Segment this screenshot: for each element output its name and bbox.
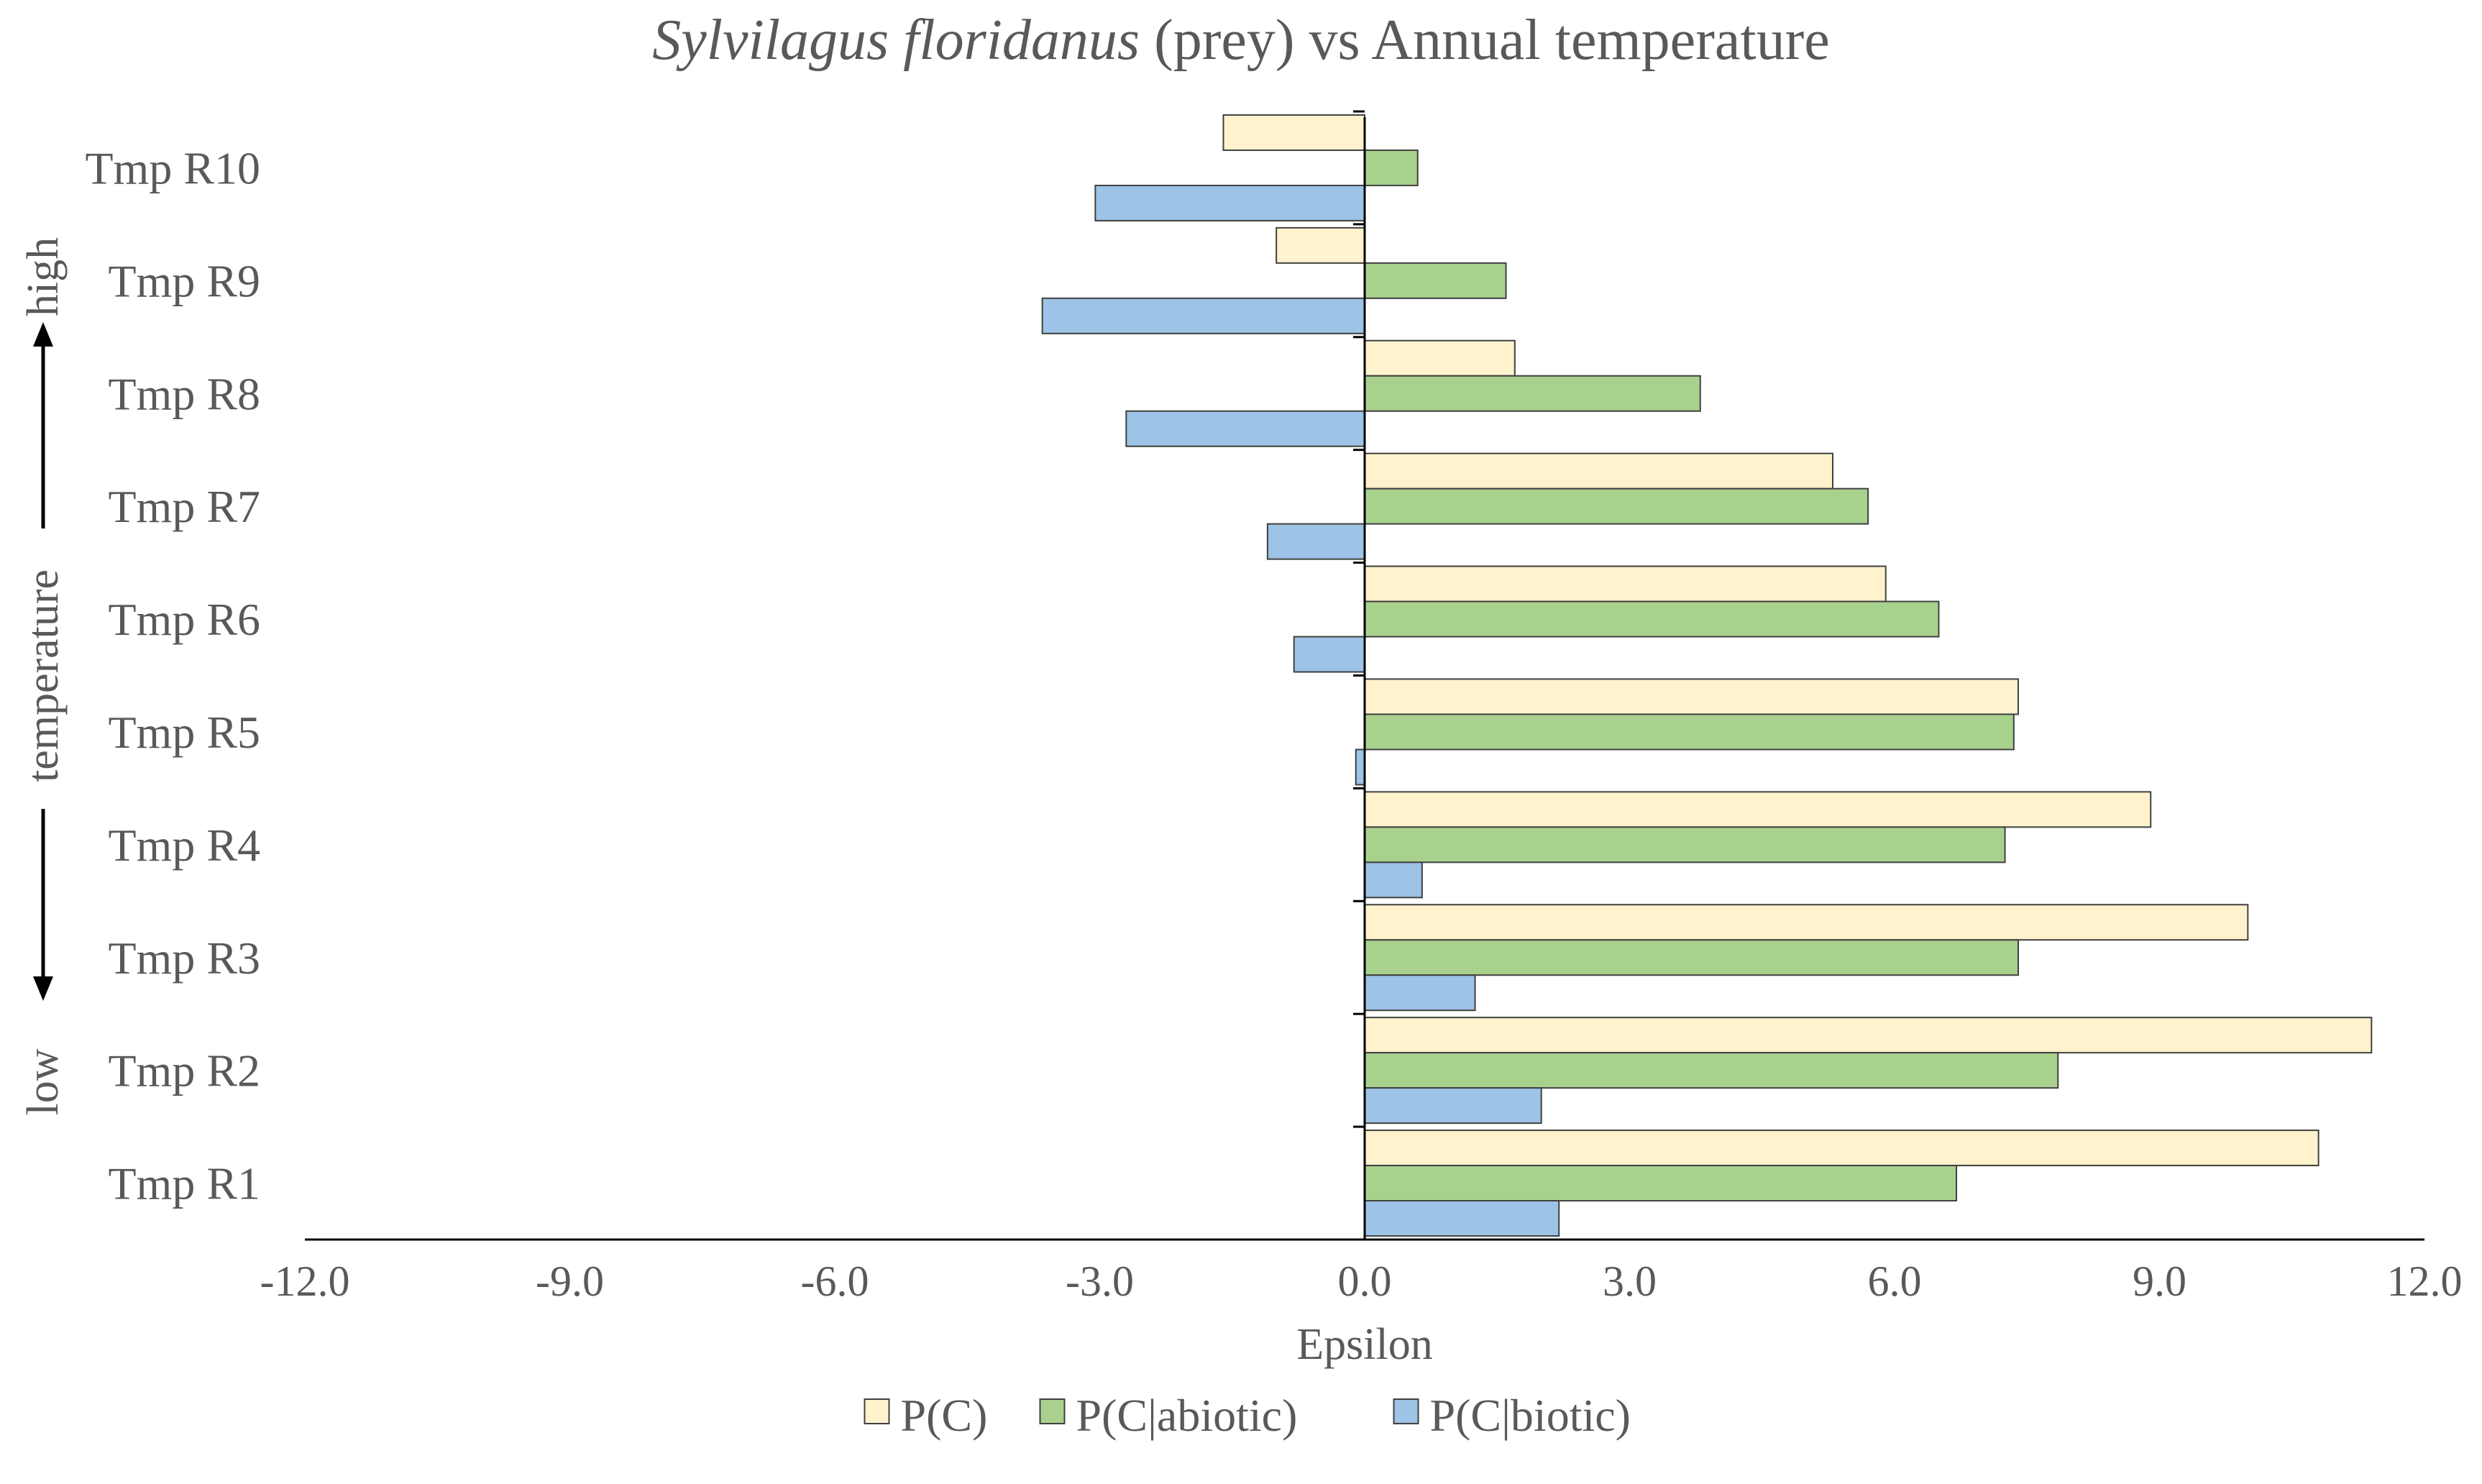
legend-swatch bbox=[864, 1398, 890, 1424]
category-label: Tmp R2 bbox=[108, 1045, 260, 1096]
category-labels: Tmp R10 Tmp R9 Tmp R8 Tmp R7 Tmp R6 Tmp R5 Tmp… bbox=[85, 142, 260, 1209]
bar-p-c-biotic-tmp-r9 bbox=[1041, 297, 1365, 334]
category-label: Tmp R9 bbox=[108, 255, 260, 306]
arrow-up-head bbox=[33, 322, 53, 347]
bar-p-c-biotic-tmp-r10 bbox=[1094, 184, 1365, 221]
x-tick-label: 12.0 bbox=[2387, 1258, 2463, 1305]
bar-p-c-tmp-r3 bbox=[1364, 904, 2249, 941]
bar-p-c-biotic-tmp-r3 bbox=[1364, 974, 1476, 1012]
category-label: Tmp R4 bbox=[108, 820, 260, 871]
x-tick-label: 9.0 bbox=[2133, 1258, 2186, 1305]
bar-p-c-abiotic-tmp-r6 bbox=[1364, 600, 1940, 638]
bar-p-c-tmp-r9 bbox=[1276, 226, 1365, 264]
bar-p-c-abiotic-tmp-r9 bbox=[1364, 262, 1507, 299]
x-tick-labels: -12.0 -9.0 -6.0 -3.0 0.0 3.0 6.0 9.0 12.0 bbox=[260, 1258, 2463, 1305]
category-label: Tmp R7 bbox=[108, 481, 260, 532]
bar-p-c-abiotic-tmp-r2 bbox=[1364, 1052, 2059, 1089]
bar-p-c-biotic-tmp-r4 bbox=[1364, 861, 1423, 899]
legend-swatch bbox=[1393, 1398, 1419, 1424]
bar-p-c-abiotic-tmp-r3 bbox=[1364, 939, 2019, 976]
bar-p-c-biotic-tmp-r7 bbox=[1266, 523, 1365, 560]
x-axis-title: Epsilon bbox=[1296, 1320, 1432, 1369]
x-tick-label: -9.0 bbox=[536, 1258, 604, 1305]
bar-p-c-tmp-r4 bbox=[1364, 791, 2152, 828]
chart-title-rest: (prey) vs Annual temperature bbox=[1140, 9, 1830, 72]
bar-p-c-abiotic-tmp-r1 bbox=[1364, 1165, 1957, 1202]
bar-p-c-biotic-tmp-r6 bbox=[1293, 636, 1365, 673]
bar-p-c-abiotic-tmp-r7 bbox=[1364, 487, 1869, 525]
legend-label: P(C|biotic) bbox=[1430, 1390, 1631, 1441]
side-label-high: high bbox=[19, 237, 68, 316]
bar-p-c-abiotic-tmp-r4 bbox=[1364, 826, 2006, 864]
bar-p-c-abiotic-tmp-r10 bbox=[1364, 149, 1419, 186]
bar-p-c-abiotic-tmp-r8 bbox=[1364, 375, 1701, 412]
chart-title-species: Sylvilagus floridanus bbox=[652, 9, 1140, 72]
category-label: Tmp R3 bbox=[108, 933, 260, 984]
bar-p-c-abiotic-tmp-r5 bbox=[1364, 713, 2015, 751]
category-label: Tmp R10 bbox=[85, 142, 260, 193]
x-tick-label: -3.0 bbox=[1066, 1258, 1134, 1305]
arrow-down-head bbox=[33, 976, 53, 1001]
chart-title: Sylvilagus floridanus (prey) vs Annual t… bbox=[652, 9, 1829, 72]
bar-p-c-tmp-r5 bbox=[1364, 678, 2019, 715]
bars-group bbox=[1041, 114, 2373, 1237]
bar-p-c-tmp-r6 bbox=[1364, 565, 1887, 603]
bar-p-c-tmp-r1 bbox=[1364, 1130, 2320, 1167]
x-tick-label: 3.0 bbox=[1603, 1258, 1657, 1305]
bar-p-c-tmp-r2 bbox=[1364, 1017, 2373, 1054]
legend: P(C) P(C|abiotic) P(C|biotic) bbox=[864, 1390, 1631, 1441]
side-label-low: low bbox=[19, 1048, 68, 1115]
side-annotation: high temperature low bbox=[19, 237, 68, 1116]
x-tick-label: 6.0 bbox=[1868, 1258, 1922, 1305]
x-tick-label: -12.0 bbox=[260, 1258, 350, 1305]
bar-p-c-tmp-r7 bbox=[1364, 452, 1834, 490]
category-label: Tmp R6 bbox=[108, 594, 260, 645]
side-label-temperature: temperature bbox=[19, 569, 68, 782]
bar-p-c-biotic-tmp-r1 bbox=[1364, 1200, 1560, 1237]
category-label: Tmp R5 bbox=[108, 707, 260, 758]
axes bbox=[305, 110, 2424, 1241]
bar-p-c-biotic-tmp-r5 bbox=[1355, 748, 1366, 786]
legend-label: P(C|abiotic) bbox=[1076, 1390, 1298, 1441]
legend-swatch bbox=[1039, 1398, 1066, 1424]
category-label: Tmp R8 bbox=[108, 368, 260, 419]
bar-p-c-biotic-tmp-r2 bbox=[1364, 1087, 1542, 1125]
bar-p-c-tmp-r10 bbox=[1222, 114, 1366, 151]
bar-p-c-tmp-r8 bbox=[1364, 339, 1516, 377]
x-tick-label: -6.0 bbox=[801, 1258, 869, 1305]
x-tick-label: 0.0 bbox=[1338, 1258, 1392, 1305]
legend-label: P(C) bbox=[901, 1390, 988, 1441]
bar-p-c-biotic-tmp-r8 bbox=[1125, 410, 1365, 447]
category-label: Tmp R1 bbox=[108, 1158, 260, 1209]
